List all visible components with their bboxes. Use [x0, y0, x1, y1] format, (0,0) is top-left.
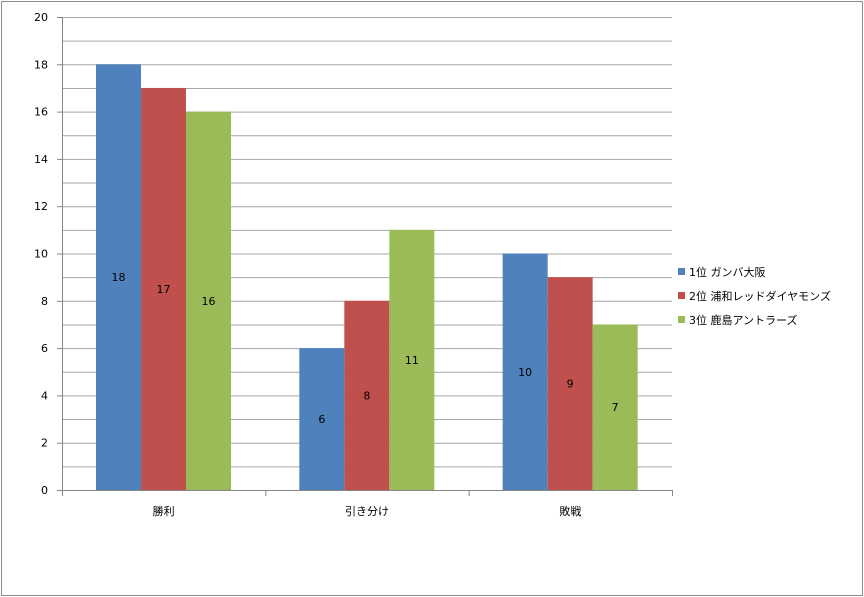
y-tick-label: 20: [34, 11, 48, 24]
legend-label: 2位 浦和レッドダイヤモンズ: [689, 289, 831, 303]
bar: [186, 111, 231, 490]
bar: [96, 64, 141, 491]
data-label: 18: [112, 271, 126, 284]
bar: [547, 277, 593, 490]
y-tick-label: 2: [41, 437, 48, 450]
legend-swatch: [678, 316, 685, 323]
y-tick-label: 6: [41, 342, 48, 355]
y-tick-label: 16: [34, 106, 48, 119]
legend-label: 3位 鹿島アントラーズ: [689, 313, 798, 327]
y-tick-label: 8: [41, 295, 48, 308]
y-tick-label: 10: [34, 248, 48, 261]
bar: [389, 229, 435, 490]
y-tick-label: 0: [41, 484, 48, 497]
y-tick-label: 14: [34, 153, 48, 166]
bar: [592, 324, 638, 490]
y-tick-label: 4: [41, 389, 48, 402]
y-tick-label: 12: [34, 200, 48, 213]
data-label: 10: [518, 366, 532, 379]
data-label: 17: [157, 283, 171, 296]
data-label: 16: [202, 295, 216, 308]
bar: [502, 253, 548, 490]
data-label: 6: [318, 413, 325, 426]
data-label: 8: [363, 389, 370, 402]
y-tick-label: 18: [34, 58, 48, 71]
x-tick-label: 敗戦: [559, 504, 581, 518]
x-tick-label: 勝利: [153, 504, 175, 518]
bar: [141, 87, 186, 490]
x-tick-label: 引き分け: [345, 504, 389, 518]
legend-label: 1位 ガンバ大阪: [689, 265, 766, 279]
data-label: 9: [567, 378, 574, 391]
bar: [299, 348, 345, 490]
bar: [344, 300, 390, 490]
data-label: 11: [405, 354, 419, 367]
legend-swatch: [678, 268, 685, 275]
data-label: 7: [612, 401, 619, 414]
legend-swatch: [678, 292, 685, 299]
